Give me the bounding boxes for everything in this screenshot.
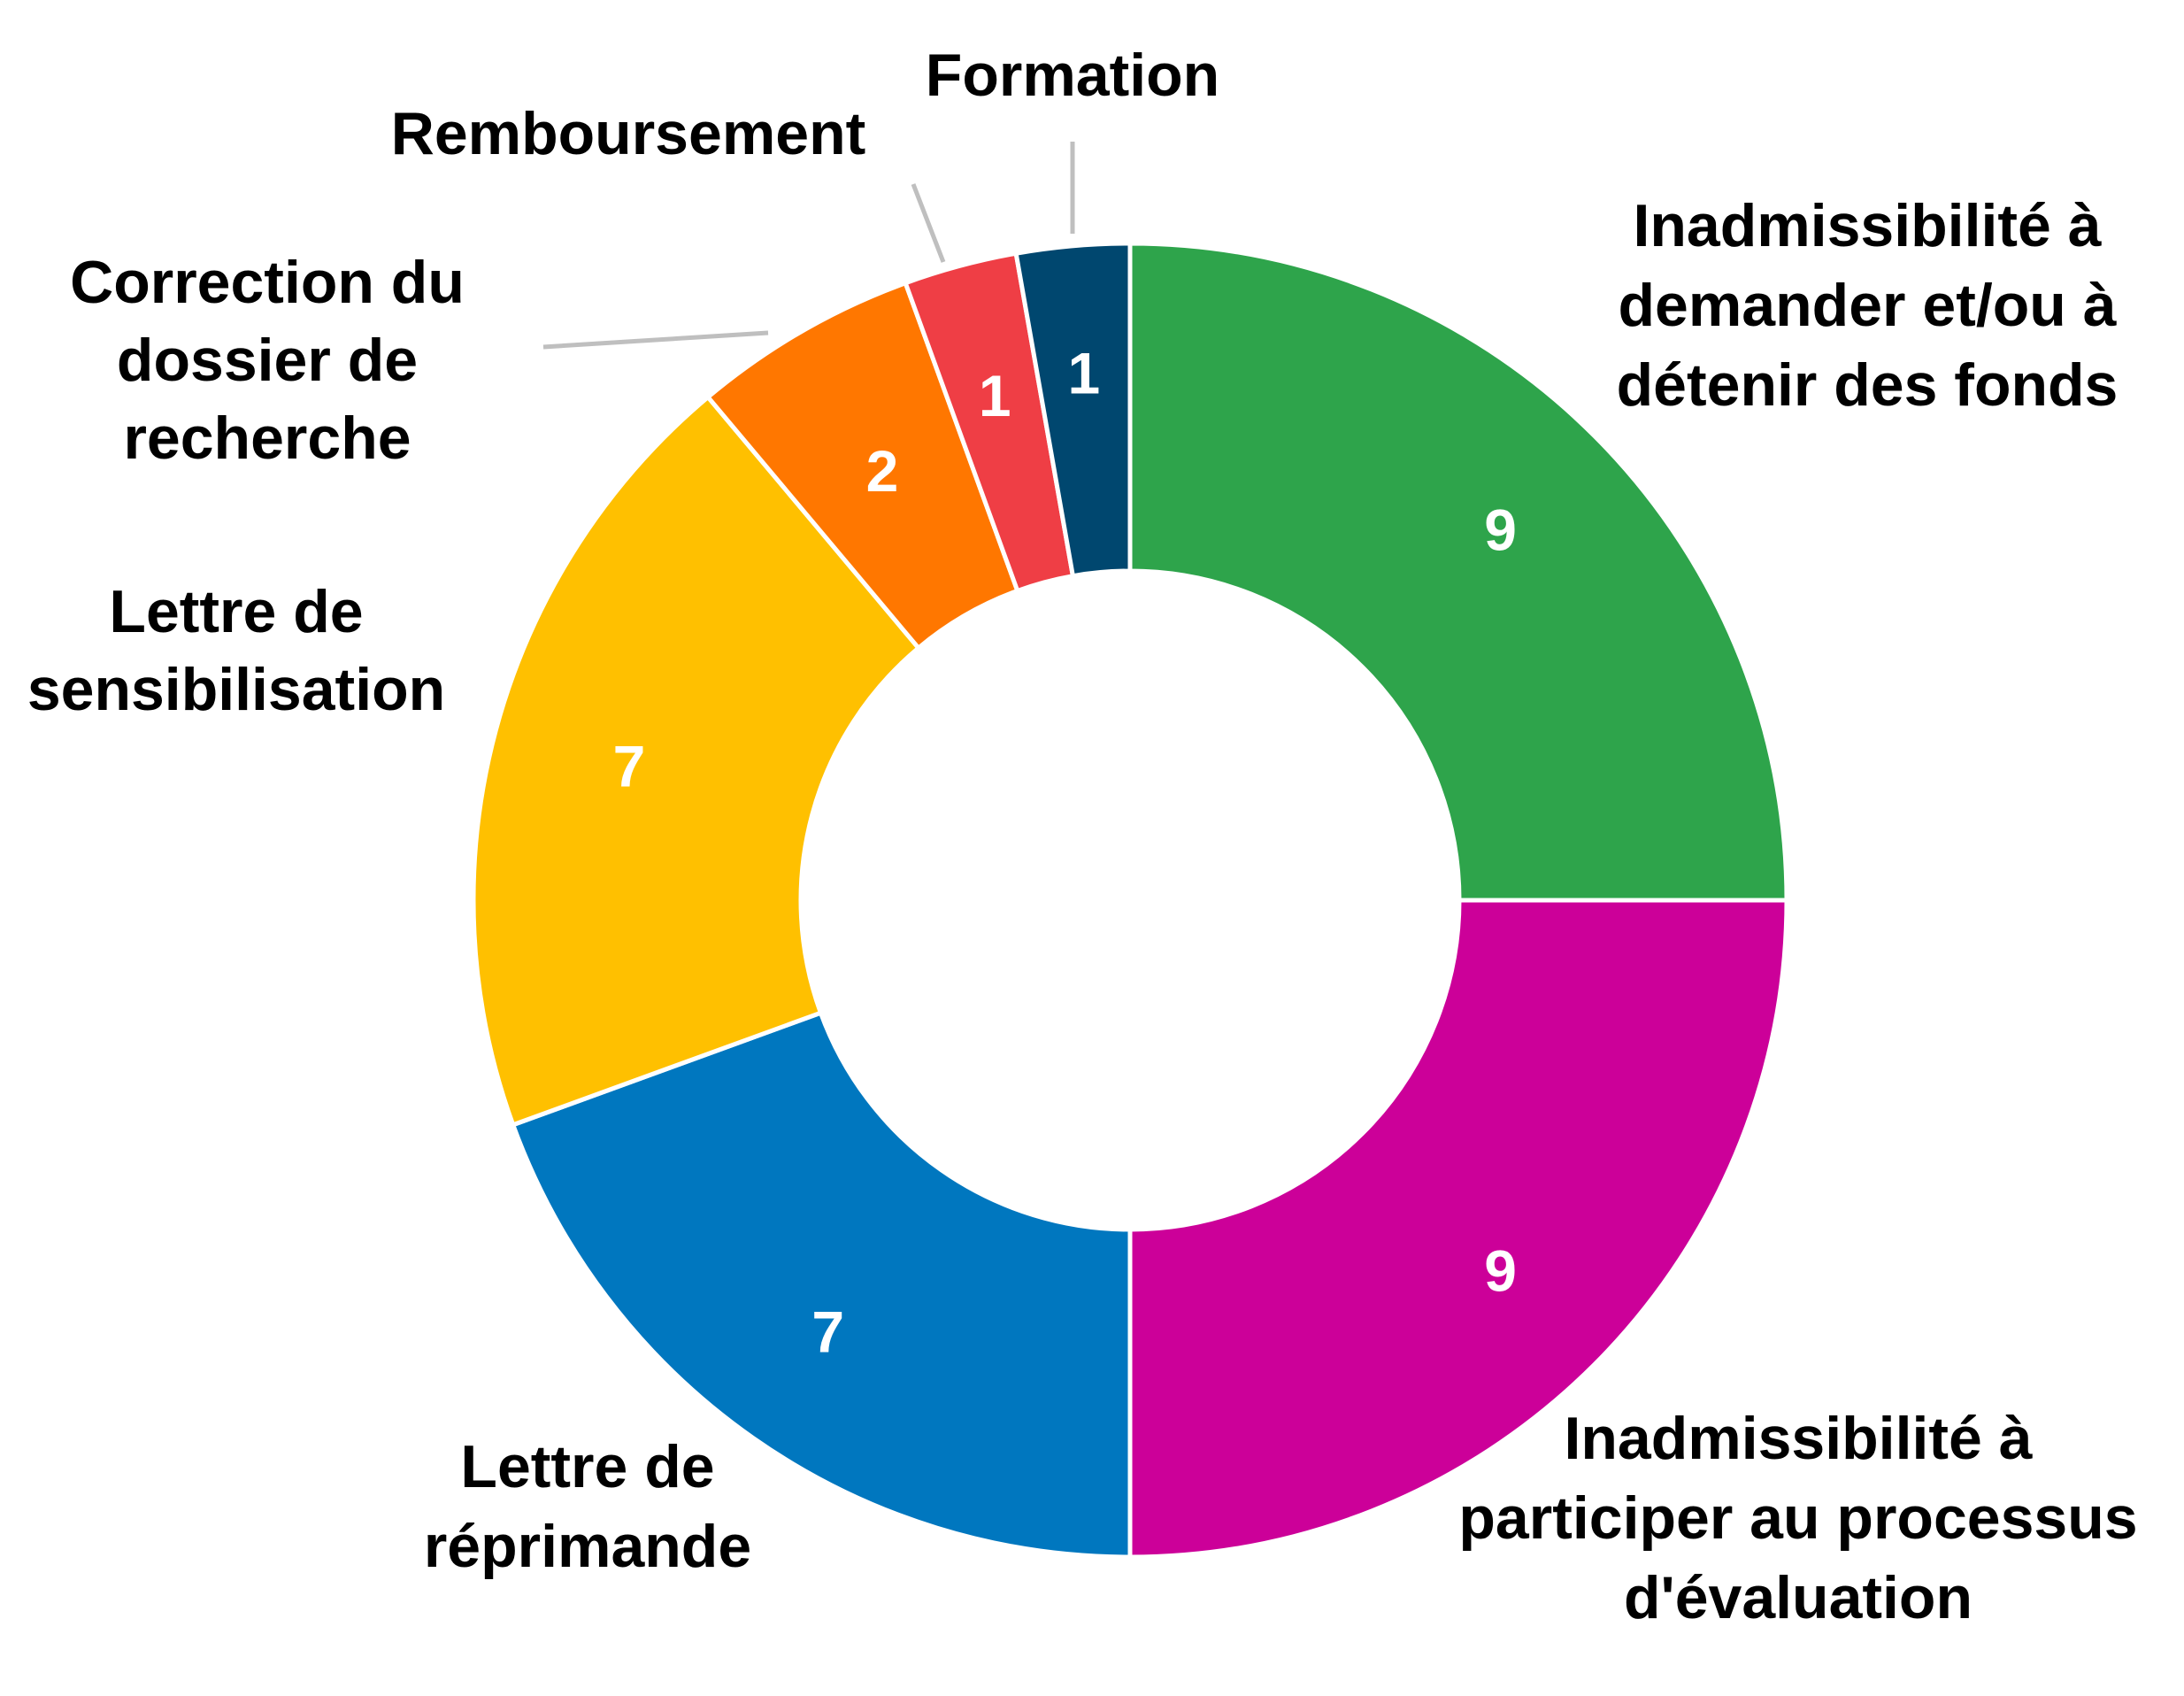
slice-formation xyxy=(1013,241,1133,579)
category-label-line: Inadmissibilité à xyxy=(1633,192,2101,259)
leader-line-remboursement xyxy=(911,183,946,263)
category-label-line: Remboursement xyxy=(391,100,866,167)
slice-inadmissibilite-a-participer-au-processus-d-evaluation xyxy=(1127,898,1789,1560)
slice-lettre-de-reprimande xyxy=(510,1010,1133,1560)
category-label-line: Inadmissibilité à xyxy=(1564,1405,2032,1472)
value-label-inadmissibilite-a-participer-au-processus-d-evaluation: 9 xyxy=(1484,1238,1517,1304)
value-label-remboursement: 1 xyxy=(979,363,1011,428)
category-label-line: Correction du xyxy=(70,249,465,316)
category-label-line: Lettre de xyxy=(460,1433,714,1500)
value-label-lettre-de-sensibilisation: 7 xyxy=(613,733,646,798)
donut-slices xyxy=(471,241,1789,1560)
category-label-line: Lettre de xyxy=(109,578,363,645)
category-label-remboursement: Remboursement xyxy=(391,100,866,167)
slice-inadmissibilite-a-demander-et-ou-a-detenir-des-fonds xyxy=(1127,241,1789,903)
category-label-line: sensibilisation xyxy=(27,656,445,723)
category-label-line: réprimande xyxy=(424,1513,751,1580)
category-label-formation: Formation xyxy=(926,42,1219,109)
category-label-lettre-de-sensibilisation: Lettre de sensibilisation xyxy=(27,578,445,723)
category-label-line: détenir des fonds xyxy=(1617,351,2119,419)
value-label-formation: 1 xyxy=(1068,340,1101,405)
value-label-correction-du-dossier-de-recherche: 2 xyxy=(866,438,899,504)
value-label-inadmissibilite-a-demander-et-ou-a-detenir-des-fonds: 9 xyxy=(1484,497,1517,562)
category-label-line: d'évaluation xyxy=(1624,1564,1973,1631)
leader-lines xyxy=(542,142,1075,350)
value-labels: 9 9 7 7 2 1 1 xyxy=(613,340,1517,1364)
category-label-inadmissibilite-a-demander-et-ou-a-detenir-des-fonds: Inadmissibilité à demander et/ou à détenir… xyxy=(1617,192,2119,419)
category-label-line: recherche xyxy=(123,405,411,472)
category-label-correction-du-dossier-de-recherche: Correction du dossier de recherche xyxy=(70,249,465,472)
category-label-line: Formation xyxy=(926,42,1219,109)
category-labels: Inadmissibilité à demander et/ou à détenir… xyxy=(27,42,2138,1631)
category-label-inadmissibilite-a-participer-au-processus-d-evaluation: Inadmissibilité à participer au processus… xyxy=(1458,1405,2137,1631)
slice-lettre-de-sensibilisation xyxy=(471,394,922,1128)
category-label-line: participer au processus xyxy=(1458,1484,2137,1552)
category-label-line: demander et/ou à xyxy=(1618,272,2116,339)
value-label-lettre-de-reprimande: 7 xyxy=(811,1299,844,1364)
category-label-lettre-de-reprimande: Lettre de réprimande xyxy=(424,1433,751,1580)
category-label-line: dossier de xyxy=(117,327,418,394)
leader-line-correction xyxy=(542,330,769,350)
